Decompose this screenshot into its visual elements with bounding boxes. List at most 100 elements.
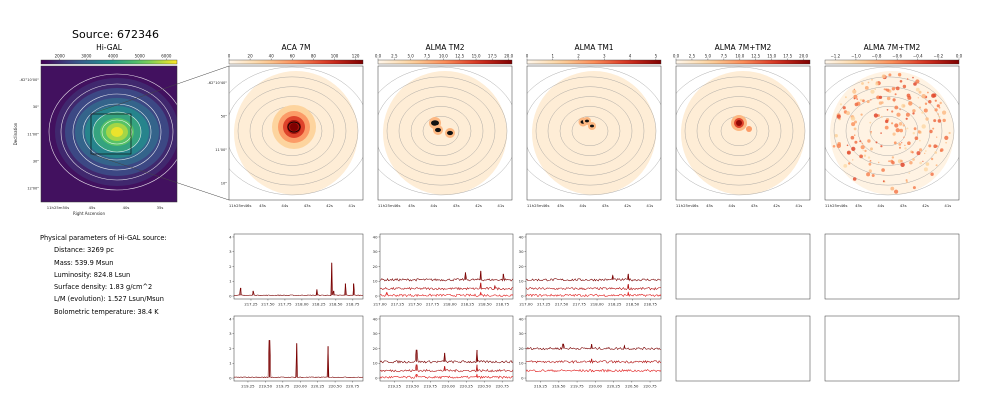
primary-beam: [830, 71, 954, 195]
noise-speck: [888, 73, 892, 77]
x-tick-label: 44s: [728, 203, 735, 208]
x-tick-label: 219.50: [406, 384, 420, 389]
image-panel-6: ALMA 7M+TM2 −1.2 −1.0 −0.8 −0.6 −0.4 −0.2 0.0 11…: [824, 43, 963, 208]
x-tick-label: 45s: [89, 205, 96, 210]
noise-speck: [881, 74, 886, 79]
image-data: [676, 66, 810, 200]
noise-speck: [934, 151, 937, 154]
noise-speck: [911, 151, 914, 154]
x-tick-label: 220.50: [328, 384, 342, 389]
colorbar-tick-label: 20: [248, 54, 254, 59]
x-tick-label: 218.50: [626, 302, 640, 307]
spectrum-series: [380, 270, 513, 282]
x-tick-label: 220.50: [478, 384, 492, 389]
spectrum-panels: 217.25 217.50 217.75 218.00 218.25 218.50 218.…: [229, 233, 960, 389]
noise-speck: [880, 132, 882, 134]
colorbar-tick-label: 3000: [81, 54, 92, 59]
noise-speck: [892, 132, 896, 136]
source-ellipse: [435, 127, 441, 133]
emission-level: [746, 126, 752, 132]
x-tick-label: 42s: [773, 203, 780, 208]
colorbar-tick-label: 0.0: [673, 54, 680, 59]
contour: [825, 66, 959, 196]
noise-speck: [880, 145, 883, 148]
noise-speck: [868, 169, 872, 173]
contour: [676, 66, 810, 196]
noise-speck: [894, 93, 897, 96]
spectrum-series: [380, 291, 513, 298]
y-tick-label: 20: [519, 346, 524, 351]
x-tick-label: 220.50: [625, 384, 639, 389]
x-tick-label: 217.00: [519, 302, 533, 307]
spectrum-series: [526, 291, 661, 298]
noise-speck: [933, 119, 937, 123]
x-tick-label: 42s: [624, 203, 631, 208]
colorbar-tick-label: 3: [603, 54, 606, 59]
x-tick-label: 45s: [557, 203, 564, 208]
noise-speck: [850, 135, 855, 140]
x-tick-label: 219.75: [424, 384, 438, 389]
colorbar-tick-label: −0.8: [872, 54, 882, 59]
contour: [378, 76, 508, 186]
noise-speck: [848, 162, 851, 165]
colorbar-tick-label: 4000: [108, 54, 119, 59]
spectrum-panel-5: 219.25 219.50 219.75 220.00 220.25 220.50 220.…: [373, 315, 514, 389]
x-tick-label: 219.25: [388, 384, 402, 389]
contour: [229, 76, 359, 186]
noise-speck: [853, 97, 856, 100]
noise-speck: [900, 159, 903, 163]
noise-speck: [878, 161, 880, 164]
noise-speck: [883, 88, 886, 91]
spectrum-series: [380, 282, 513, 291]
x-tick-label: 43s: [304, 203, 311, 208]
x-tick-label: 218.50: [478, 302, 492, 307]
y-tick-label: 4: [229, 316, 232, 321]
colorbar-tick-label: 60: [290, 54, 296, 59]
noise-speck: [852, 177, 857, 181]
x-tick-label: 217.75: [278, 302, 292, 307]
y-tick-label: 1: [229, 361, 232, 366]
noise-speck: [912, 132, 915, 135]
noise-speck: [927, 91, 929, 94]
x-tick-label: 45s: [259, 203, 266, 208]
x-tick-label: 220.25: [460, 384, 474, 389]
colorbar-tick-label: 2: [577, 54, 580, 59]
panel-title: ACA 7M: [282, 43, 311, 52]
noise-speck: [863, 154, 867, 157]
colorbar-tick-label: 5.0: [705, 54, 712, 59]
noise-speck: [936, 104, 940, 108]
panel-frame: [525, 233, 662, 300]
contour: [535, 86, 645, 176]
contour: [676, 76, 806, 186]
contour: [237, 86, 347, 176]
colorbar-tick-label: 12.5: [455, 54, 464, 59]
y-tick-label: 40: [519, 316, 524, 321]
noise-speck: [878, 95, 883, 99]
contour: [833, 86, 943, 176]
colorbar-tick-label: 5000: [135, 54, 146, 59]
colorbar-tick-label: −0.6: [892, 54, 902, 59]
colorbar-tick-label: 80: [311, 54, 317, 59]
noise-speck: [929, 129, 933, 134]
x-tick-label: 217.25: [391, 302, 405, 307]
noise-speck: [874, 88, 876, 90]
noise-speck: [834, 134, 838, 138]
colorbar-tick-label: 40: [269, 54, 275, 59]
noise-speck: [859, 98, 863, 102]
x-tick-label: 41s: [646, 203, 653, 208]
noise-speck: [881, 168, 885, 172]
contour: [869, 115, 907, 147]
noise-speck: [934, 108, 938, 112]
colorbar-tick-label: 7.5: [721, 54, 728, 59]
x-tick-label: 217.75: [426, 302, 440, 307]
noise-speck: [925, 117, 929, 121]
x-tick-label: 217.00: [373, 302, 387, 307]
y-tick-label: 10: [373, 361, 378, 366]
noise-speck: [866, 172, 871, 177]
noise-speck: [895, 128, 900, 133]
y-axis-label: Declination: [13, 122, 18, 145]
noise-speck: [921, 94, 926, 99]
image-data: [527, 66, 661, 200]
panel-frame: [228, 65, 364, 201]
